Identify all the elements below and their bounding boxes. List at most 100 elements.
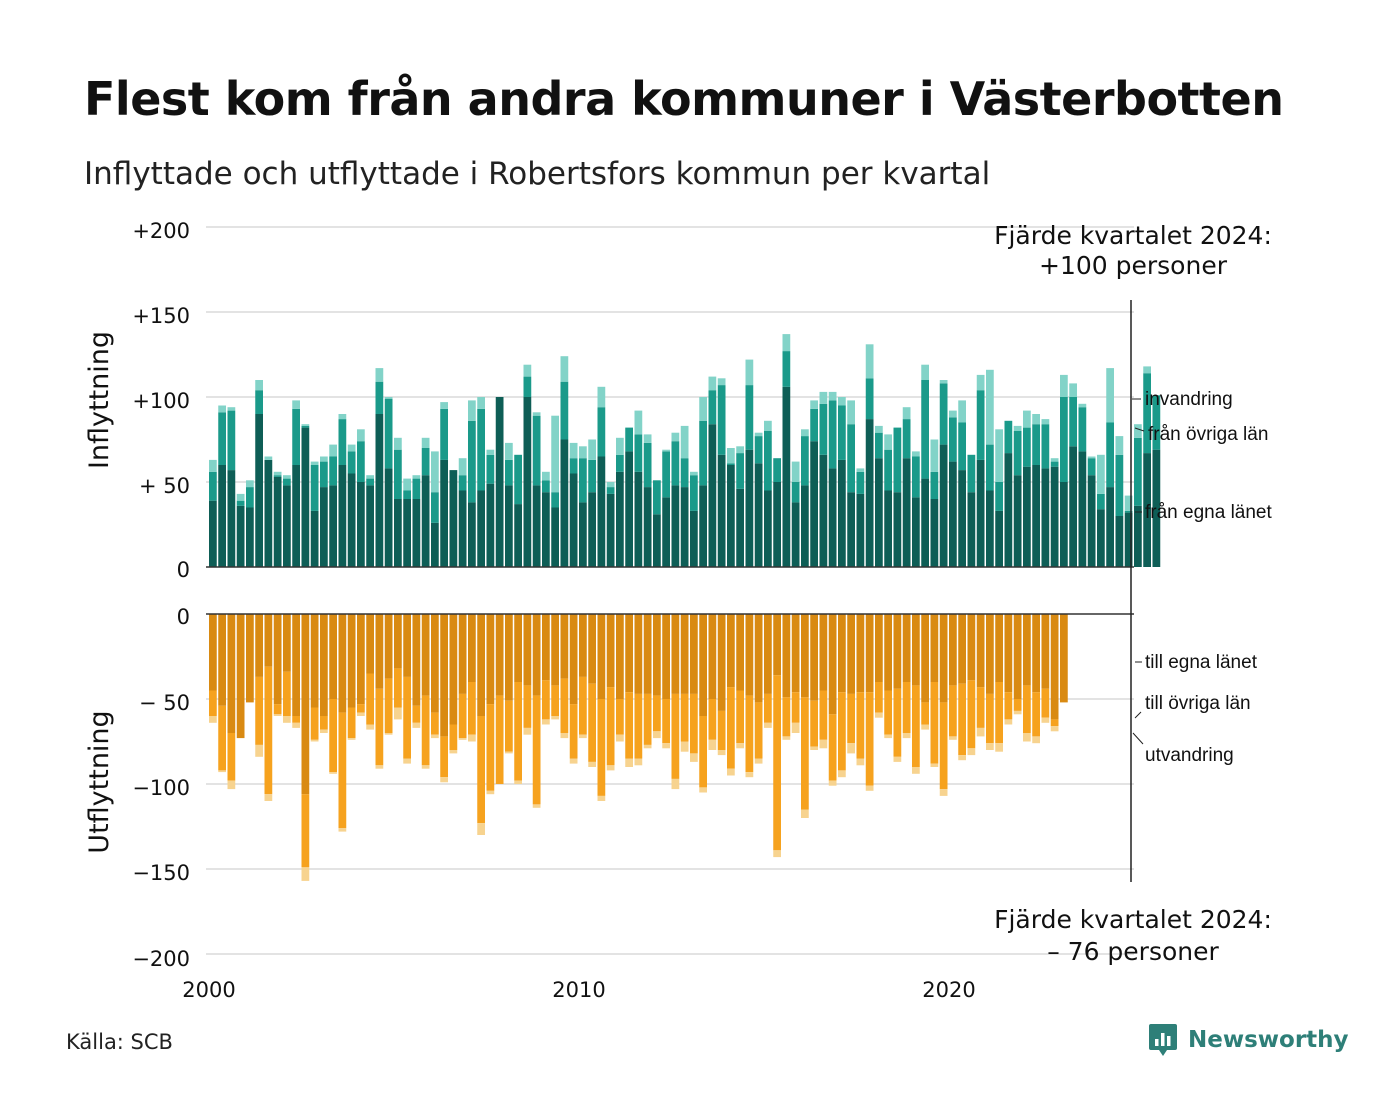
bar-in-other-counties xyxy=(375,381,384,414)
bar-out-other-counties xyxy=(514,682,522,781)
bar-in-immigration xyxy=(708,376,717,391)
bar-in-other-counties xyxy=(865,378,874,420)
bar-in-immigration xyxy=(292,400,300,409)
bar-in-immigration xyxy=(1041,419,1050,425)
bar-in-own-county xyxy=(939,444,948,567)
leader-utvandring xyxy=(1132,732,1144,745)
bar-in-immigration xyxy=(421,437,430,448)
bar-out-own-county xyxy=(875,614,883,682)
bar-in-immigration xyxy=(366,475,374,479)
bar-in-other-counties xyxy=(523,376,532,397)
bar-in-other-counties xyxy=(1032,424,1040,465)
bar-in-other-counties xyxy=(338,419,347,465)
bar-out-other-counties xyxy=(366,673,374,725)
bar-out-own-county xyxy=(847,614,855,694)
bar-in-own-county xyxy=(357,482,365,567)
bar-in-other-counties xyxy=(357,441,365,482)
bar-in-immigration xyxy=(819,391,828,404)
bar-in-other-counties xyxy=(782,351,791,387)
segment-label-invandring: invandring xyxy=(1145,389,1233,410)
bar-out-own-county xyxy=(690,614,698,694)
bar-out-own-county xyxy=(699,614,707,716)
bar-out-other-counties xyxy=(634,693,643,759)
bar-in-own-county xyxy=(264,459,273,567)
bar-out-own-county xyxy=(727,614,735,688)
bar-in-immigration xyxy=(838,397,846,406)
bar-out-own-county xyxy=(995,614,1003,682)
bar-in-other-counties xyxy=(856,471,865,494)
bar-out-emigration xyxy=(801,809,809,818)
bar-out-emigration xyxy=(819,739,828,749)
bar-out-emigration xyxy=(745,772,754,778)
axes xyxy=(206,300,1134,882)
bar-in-own-county xyxy=(347,473,356,567)
bar-in-immigration xyxy=(634,410,643,435)
bar-out-emigration xyxy=(680,741,689,752)
y-tick-label: 0 xyxy=(177,558,190,582)
bar-in-own-county xyxy=(394,499,402,567)
x-tick-label: 2020 xyxy=(922,978,975,1002)
bar-out-other-counties xyxy=(939,702,948,790)
bar-out-emigration xyxy=(1004,719,1013,725)
bar-out-other-counties xyxy=(764,693,772,723)
bar-out-emigration xyxy=(921,724,929,730)
bar-in-own-county xyxy=(310,510,319,567)
bar-in-own-county xyxy=(930,499,939,567)
bar-in-other-counties xyxy=(320,461,328,488)
bar-out-other-counties xyxy=(431,712,439,735)
bar-in-own-county xyxy=(671,485,680,567)
bar-out-other-counties xyxy=(421,695,430,766)
bar-in-own-county xyxy=(921,478,929,567)
bar-in-other-counties xyxy=(606,487,615,494)
bar-out-emigration xyxy=(856,758,865,766)
bar-in-own-county xyxy=(838,459,846,567)
bar-out-emigration xyxy=(523,727,532,735)
bar-out-other-counties xyxy=(625,692,633,759)
bar-out-own-county xyxy=(754,614,763,703)
bar-in-other-counties xyxy=(690,475,698,511)
bars xyxy=(209,334,1161,881)
bar-in-immigration xyxy=(403,478,411,491)
bar-out-own-county xyxy=(384,614,393,679)
bar-in-other-counties xyxy=(1087,458,1096,476)
bar-in-other-counties xyxy=(976,390,985,460)
bar-in-immigration xyxy=(597,386,606,408)
bar-out-emigration xyxy=(949,736,957,740)
bar-in-other-counties xyxy=(560,381,569,440)
bar-out-emigration xyxy=(486,790,495,795)
bar-out-own-county xyxy=(551,614,559,686)
bar-in-own-county xyxy=(366,485,374,567)
bar-in-own-county xyxy=(958,470,966,567)
bar-out-emigration xyxy=(884,734,892,739)
bar-out-other-counties xyxy=(468,682,476,735)
bar-in-other-counties xyxy=(329,456,337,486)
bar-in-other-counties xyxy=(366,478,374,486)
bar-out-emigration xyxy=(551,716,559,720)
bar-in-other-counties xyxy=(597,407,606,457)
bar-out-emigration xyxy=(514,780,522,784)
bar-out-emigration xyxy=(653,731,661,739)
bar-out-emigration xyxy=(625,758,633,767)
bar-in-other-counties xyxy=(542,480,550,493)
annotation-top-line2: +100 personer xyxy=(1039,251,1228,280)
bar-out-other-counties xyxy=(847,693,855,744)
bar-in-other-counties xyxy=(893,427,902,493)
bar-out-own-county xyxy=(828,614,837,715)
bar-in-other-counties xyxy=(727,463,735,465)
bar-in-immigration xyxy=(505,442,513,460)
bar-in-immigration xyxy=(939,380,948,384)
bar-in-other-counties xyxy=(1050,461,1059,467)
bar-in-immigration xyxy=(560,356,569,382)
bar-out-other-counties xyxy=(653,695,661,732)
bar-in-immigration xyxy=(1013,425,1022,431)
bar-in-other-counties xyxy=(671,441,680,486)
bar-in-immigration xyxy=(384,397,393,399)
bar-out-emigration xyxy=(310,739,319,742)
bar-in-other-counties xyxy=(884,449,892,491)
bar-in-immigration xyxy=(958,400,966,423)
bar-in-own-county xyxy=(421,475,430,567)
bar-out-own-county xyxy=(597,614,606,699)
bar-in-own-county xyxy=(1032,465,1040,567)
bar-in-immigration xyxy=(1023,410,1031,428)
y-tick-label: −150 xyxy=(132,861,190,885)
